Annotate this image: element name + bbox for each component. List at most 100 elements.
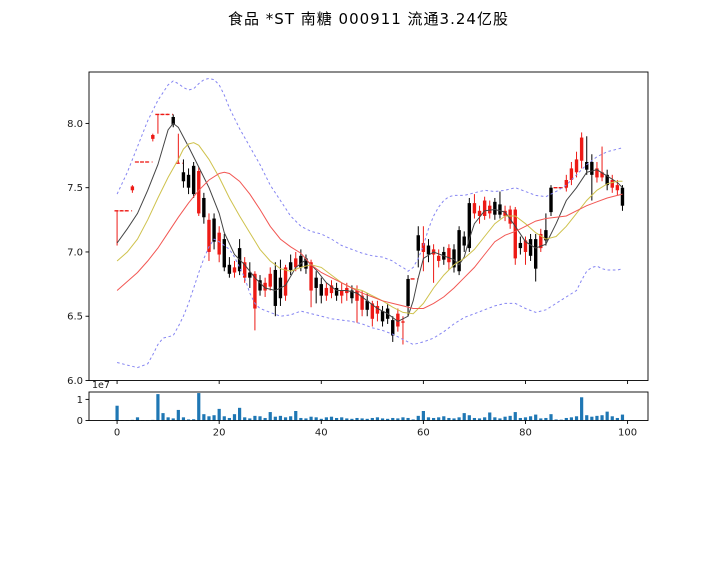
volume-bar	[590, 416, 594, 421]
volume-bars	[115, 393, 625, 421]
volume-bar	[605, 411, 609, 421]
candle-up	[263, 282, 267, 291]
volume-bar	[324, 417, 328, 421]
volume-bar	[202, 414, 206, 421]
volume-bar	[299, 417, 303, 421]
volume-bar	[258, 416, 262, 421]
volume-bar	[156, 394, 160, 421]
volume-bar	[574, 416, 579, 421]
candle-up	[396, 313, 400, 327]
volume-bar	[334, 417, 339, 421]
volume-bar	[309, 416, 313, 421]
candle-down	[462, 236, 466, 246]
candle-up	[523, 240, 528, 252]
volume-bar	[217, 408, 221, 421]
volume-bar	[564, 417, 568, 421]
volume-bar	[375, 417, 380, 421]
ma-mid-yellow	[116, 142, 623, 315]
volume-ytick-label: 0	[77, 416, 83, 427]
candle-up	[472, 203, 477, 214]
candle-up	[294, 258, 298, 268]
candle-up	[595, 168, 599, 178]
candle-down	[391, 320, 395, 336]
candle-up	[340, 290, 344, 296]
candle-up	[488, 205, 492, 214]
volume-bar	[452, 418, 456, 421]
candle-down	[304, 258, 308, 269]
volume-bar	[253, 415, 257, 421]
volume-bar	[391, 417, 395, 421]
volume-ytick-label: 1	[77, 395, 83, 406]
candle-down	[493, 201, 497, 215]
volume-bar	[600, 415, 604, 421]
volume-bar	[396, 418, 400, 421]
candle-up	[482, 200, 487, 216]
x-tick-label: 100	[618, 428, 637, 439]
candle-down	[620, 187, 625, 206]
volume-bar	[467, 415, 471, 421]
candlesticks	[114, 113, 625, 345]
candle-up	[360, 295, 364, 310]
candle-up	[370, 303, 375, 319]
volume-bar	[314, 417, 318, 421]
candle-down	[248, 272, 252, 278]
candle-down	[258, 280, 262, 291]
candle-down	[319, 284, 323, 296]
volume-bar	[569, 417, 574, 421]
volume-bar	[283, 417, 288, 421]
volume-bar	[135, 417, 140, 421]
volume-bar	[227, 417, 231, 421]
candle-down	[457, 230, 461, 272]
ma-fast-gray-line	[116, 122, 623, 322]
candle-up	[600, 172, 604, 178]
candle-up	[539, 233, 543, 249]
candle-up	[513, 209, 517, 259]
volume-bar	[411, 419, 415, 421]
candle-up	[375, 305, 380, 314]
x-tick-label: 80	[519, 428, 532, 439]
candle-up	[309, 262, 313, 291]
candle-down	[380, 311, 385, 322]
candle-down	[202, 197, 206, 218]
volume-bar	[513, 412, 517, 421]
candle-down	[467, 203, 472, 249]
bollinger-lower-line	[116, 238, 623, 369]
candle-down	[222, 239, 226, 268]
ma-mid-yellow-line	[116, 142, 623, 315]
candle-down	[549, 187, 553, 213]
candle-down	[426, 245, 431, 255]
price-ytick-label: 8.0	[67, 119, 83, 130]
candle-up	[508, 209, 512, 224]
volume-bar	[329, 416, 334, 421]
volume-bar	[304, 418, 308, 421]
volume-bar	[462, 413, 466, 421]
candle-down	[299, 255, 303, 268]
candle-up	[130, 186, 135, 191]
volume-bar	[278, 415, 283, 421]
volume-bar	[360, 418, 364, 421]
candle-down	[171, 116, 175, 125]
volume-bar	[447, 417, 451, 421]
price-ytick-label: 7.5	[67, 183, 83, 194]
x-tick-label: 40	[315, 428, 328, 439]
volume-bar	[176, 409, 180, 421]
ma-slow-red	[116, 171, 623, 309]
candle-up	[232, 267, 237, 273]
volume-bar	[457, 417, 461, 421]
volume-bar	[238, 407, 242, 421]
candle-down	[528, 239, 533, 256]
candle-up	[151, 134, 155, 139]
candle-down	[273, 269, 278, 306]
candle-down	[334, 287, 339, 296]
volume-bar	[355, 417, 359, 421]
bollinger-upper-line	[116, 77, 623, 272]
candle-up	[268, 273, 272, 287]
volume-bar	[528, 416, 533, 421]
bollinger-upper	[116, 77, 623, 272]
candle-down	[544, 230, 548, 241]
candle-up	[447, 248, 451, 263]
volume-panel-frame	[88, 391, 649, 421]
volume-bar	[585, 415, 589, 421]
volume-bar	[171, 418, 175, 421]
